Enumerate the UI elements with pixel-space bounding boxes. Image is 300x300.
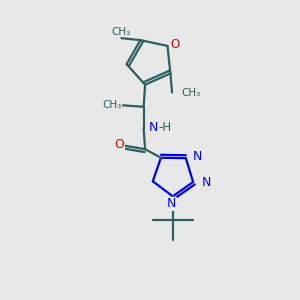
- Text: N: N: [167, 197, 176, 210]
- Text: CH₃: CH₃: [112, 27, 131, 37]
- Text: N: N: [193, 150, 203, 163]
- Text: CH₃: CH₃: [102, 100, 122, 110]
- Text: O: O: [170, 38, 179, 51]
- Text: -H: -H: [158, 121, 172, 134]
- Text: N: N: [149, 121, 158, 134]
- Text: O: O: [114, 138, 124, 151]
- Text: N: N: [201, 176, 211, 188]
- Text: CH₃: CH₃: [181, 88, 200, 98]
